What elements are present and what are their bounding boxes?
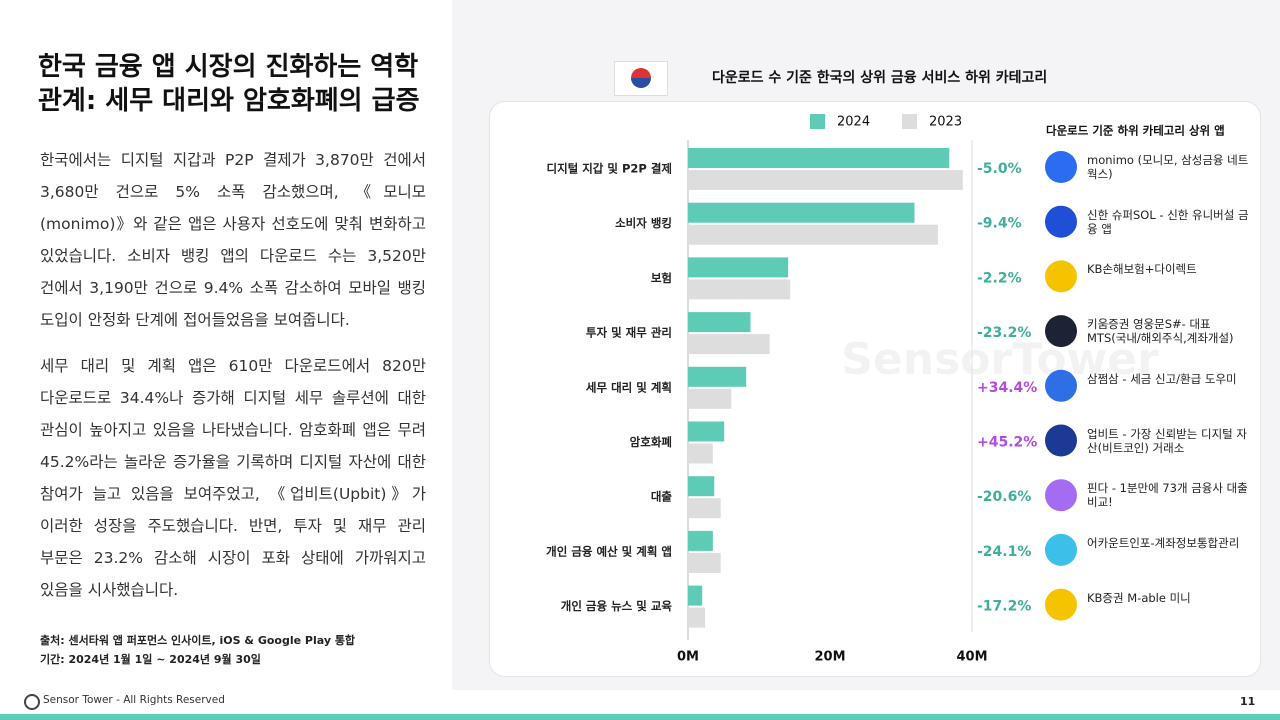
y-tick-label: 세무 대리 및 계획 xyxy=(586,380,672,394)
app-name: monimo (모니모, 삼성금융 네트웍스) xyxy=(1087,153,1249,181)
left-panel: 한국 금융 앱 시장의 진화하는 역학 관계: 세무 대리와 암호화폐의 급증 … xyxy=(0,0,452,690)
bar xyxy=(688,476,715,497)
watermark: SensorTower xyxy=(841,334,1159,385)
flag-emblem xyxy=(631,68,651,88)
bar xyxy=(688,421,725,442)
x-tick-label: 20M xyxy=(814,650,845,665)
bar xyxy=(688,279,791,300)
legend-swatch xyxy=(902,114,917,129)
change-label: +34.4% xyxy=(977,380,1037,396)
app-name: 어카운트인포-계좌정보통합관리 xyxy=(1087,535,1240,550)
bar xyxy=(688,607,706,628)
bar xyxy=(688,498,721,519)
period: 기간: 2024년 1월 1일 ~ 2024년 9월 30일 xyxy=(40,653,261,666)
bar xyxy=(688,443,713,464)
bar xyxy=(688,334,770,355)
y-tick-label: 암호화폐 xyxy=(630,435,672,449)
bar xyxy=(688,530,713,551)
source: 출처: 센서타워 앱 퍼포먼스 인사이트, iOS & Google Play … xyxy=(40,634,356,647)
bar xyxy=(688,366,747,387)
app-icon xyxy=(1045,479,1077,512)
footer-text: Sensor Tower - All Rights Reserved xyxy=(43,694,225,706)
chart-card xyxy=(489,101,1261,677)
app-name: 키움증권 영웅문S#- 대표 MTS(국내/해외주식,계좌개설) xyxy=(1087,317,1234,346)
app-icon xyxy=(1045,260,1077,293)
x-tick-label: 0M xyxy=(677,650,699,665)
y-tick-label: 보험 xyxy=(651,271,672,285)
y-tick-label: 개인 금융 예산 및 계획 앱 xyxy=(546,544,672,558)
bar xyxy=(688,585,703,606)
y-tick-label: 투자 및 재무 관리 xyxy=(586,326,672,340)
app-name: KB증권 M-able 미니 xyxy=(1087,590,1191,605)
app-name: 업비트 - 가장 신뢰받는 디지털 자산(비트코인) 거래소 xyxy=(1087,426,1247,455)
bar xyxy=(688,257,789,278)
bar xyxy=(688,202,915,223)
app-name: 삼쩜삼 - 세금 신고/환급 도우미 xyxy=(1087,371,1237,386)
slide-title: 한국 금융 앱 시장의 진화하는 역학 관계: 세무 대리와 암호화폐의 급증 xyxy=(38,52,420,116)
change-label: +45.2% xyxy=(977,435,1037,451)
y-tick-label: 대출 xyxy=(651,490,673,504)
app-icon xyxy=(1045,315,1077,348)
page-number: 11 xyxy=(1240,695,1256,708)
change-label: -23.2% xyxy=(977,325,1031,341)
y-tick-label: 디지털 지갑 및 P2P 결제 xyxy=(546,162,672,176)
y-tick-label: 소비자 뱅킹 xyxy=(615,216,672,230)
top-apps-title: 다운로드 기준 하위 카테고리 상위 앱 xyxy=(1046,124,1225,138)
app-icon xyxy=(1045,424,1077,457)
app-icon xyxy=(1045,588,1077,621)
flag xyxy=(614,61,668,96)
bar xyxy=(688,552,721,573)
change-label: -17.2% xyxy=(977,599,1031,615)
chart-title: 다운로드 수 기준 한국의 상위 금융 서비스 하위 카테고리 xyxy=(712,69,1047,86)
app-name: 신한 슈퍼SOL - 신한 유니버설 금융 앱 xyxy=(1087,207,1249,236)
bottom-bar xyxy=(0,714,1280,720)
app-icon xyxy=(1045,369,1077,402)
change-label: -20.6% xyxy=(977,489,1031,505)
legend-swatch xyxy=(810,114,825,129)
bar xyxy=(688,148,950,168)
bar xyxy=(688,224,938,245)
y-tick-label: 개인 금융 뉴스 및 교육 xyxy=(561,599,673,613)
bar xyxy=(688,170,963,190)
app-icon xyxy=(1045,533,1077,566)
app-icon xyxy=(1045,205,1077,238)
bar xyxy=(688,312,751,333)
app-icon xyxy=(1045,151,1077,183)
paragraph: 한국에서는 디지털 지갑과 P2P 결제가 3,870만 건에서 3,680만 … xyxy=(40,151,426,329)
x-tick-label: 40M xyxy=(956,650,987,665)
legend-label: 2023 xyxy=(929,115,962,130)
change-label: -9.4% xyxy=(977,216,1022,232)
app-name: 핀다 - 1분만에 73개 금융사 대출 비교! xyxy=(1087,481,1248,510)
change-label: -2.2% xyxy=(977,270,1022,286)
legend-label: 2024 xyxy=(837,115,870,130)
paragraph: 세무 대리 및 계획 앱은 610만 다운로드에서 820만 다운로드로 34.… xyxy=(40,357,426,599)
change-label: -24.1% xyxy=(977,544,1031,560)
logo-icon xyxy=(24,694,40,710)
app-name: KB손해보험+다이렉트 xyxy=(1087,262,1197,277)
bar xyxy=(688,388,732,409)
change-label: -5.0% xyxy=(977,161,1022,177)
